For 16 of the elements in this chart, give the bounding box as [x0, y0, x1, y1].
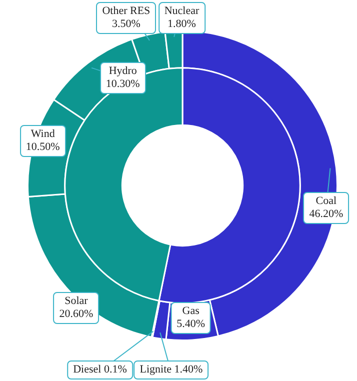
slice-label: Nuclear: [164, 5, 200, 17]
data-label: 10.50%: [26, 140, 60, 153]
data-label: 5.40%: [176, 318, 206, 330]
slice-label: Gas: [182, 305, 200, 318]
slice-label: Solar: [64, 294, 88, 307]
slice-label: Lignite 1.40%: [134, 360, 209, 379]
slice-label: Other RES: [102, 5, 150, 17]
data-label: 1.80%: [168, 18, 196, 30]
slice-label: Diesel 0.1%: [67, 360, 133, 379]
data-label: 10.30%: [106, 78, 140, 90]
data-label: 46.20%: [309, 208, 344, 220]
data-label: 20.60%: [59, 308, 94, 320]
slice-label: Hydro: [108, 65, 137, 78]
slice-label: Coal: [316, 194, 337, 207]
data-label: 3.50%: [112, 18, 140, 30]
slice-label: Wind: [30, 128, 55, 140]
